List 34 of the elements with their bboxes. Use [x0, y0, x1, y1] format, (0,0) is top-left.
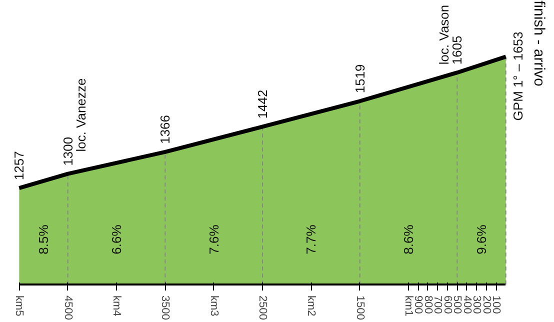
- x-tick-label: km3: [208, 296, 220, 316]
- x-tick-label: 600: [441, 296, 454, 314]
- annotation: 8.6%: [401, 224, 416, 254]
- x-tick-label: 3500: [159, 296, 172, 320]
- x-tick-label: 4500: [62, 296, 74, 320]
- x-tick-label: 100: [490, 296, 502, 314]
- x-tick-label: 500: [451, 296, 464, 314]
- data-label: 1442: [255, 90, 270, 119]
- annotation: 9.6%: [474, 224, 490, 254]
- x-tick-label: 900: [412, 296, 424, 314]
- data-label: 1366: [158, 114, 173, 144]
- x-tick-label: 800: [422, 296, 434, 314]
- data-label: 1300: [60, 136, 76, 166]
- annotation: 7.7%: [304, 224, 319, 254]
- text: finish - arrivo: [530, 0, 548, 86]
- annotation: 6.6%: [109, 224, 124, 254]
- x-tick-label: 700: [432, 296, 444, 314]
- x-tick-label: km2: [305, 296, 318, 316]
- annotation: 7.6%: [206, 224, 222, 254]
- x-tick-label: 400: [460, 296, 473, 314]
- annotation: loc. Vason: [436, 4, 452, 65]
- x-tick-label: 200: [480, 296, 492, 314]
- x-tick-label: 2500: [256, 296, 269, 320]
- x-tick-label: 300: [470, 296, 483, 314]
- data-label: 1257: [12, 151, 27, 180]
- data-label: 1519: [352, 64, 368, 94]
- x-tick-label: km5: [13, 296, 26, 316]
- data-label: 1605: [450, 36, 465, 65]
- x-tick-label: 1500: [354, 296, 366, 320]
- annotation: loc. Vanezze: [73, 78, 88, 152]
- data-label: GPM 1° – 1653: [510, 32, 526, 121]
- x-tick-label: km4: [110, 296, 123, 316]
- annotation: 8.5%: [36, 224, 52, 254]
- x-tick-label: km1: [402, 296, 415, 316]
